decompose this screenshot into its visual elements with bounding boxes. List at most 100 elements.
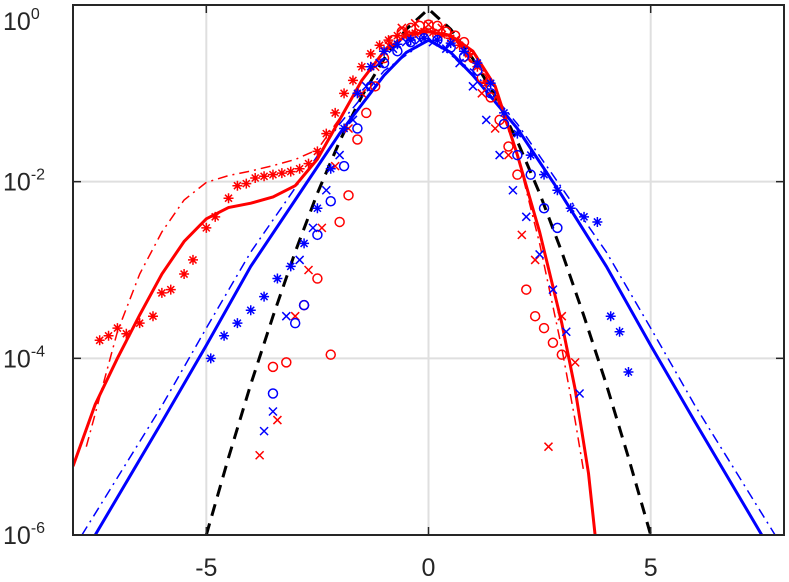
data-point-circle — [267, 361, 279, 373]
data-point-asterisk — [330, 107, 341, 118]
data-point-circle — [392, 45, 403, 57]
data-point-asterisk — [312, 146, 323, 157]
data-point-asterisk — [179, 269, 190, 280]
data-point-asterisk — [419, 33, 430, 44]
data-point-circle — [538, 322, 550, 334]
data-point-asterisk — [285, 261, 296, 272]
series-none-asterisk — [205, 33, 634, 378]
data-point-cross — [508, 185, 518, 195]
data-point-asterisk — [352, 88, 363, 99]
x-tick-label: 5 — [644, 554, 658, 582]
series-line — [204, 6, 653, 535]
data-point-asterisk — [94, 335, 105, 346]
data-point-cross — [268, 406, 278, 417]
data-point-circle — [289, 317, 301, 329]
data-point-cross — [295, 255, 305, 265]
data-point-cross — [348, 115, 358, 125]
data-point-circle — [343, 190, 354, 201]
data-point-circle — [312, 273, 323, 284]
data-point-asterisk — [463, 48, 474, 59]
data-point-asterisk — [272, 273, 283, 284]
data-point-asterisk — [339, 123, 350, 134]
data-point-circle — [547, 337, 559, 349]
data-point-circle — [485, 92, 496, 103]
data-point-asterisk — [219, 330, 230, 341]
data-point-circle — [369, 81, 381, 92]
data-point-asterisk — [356, 61, 367, 72]
data-point-cross — [397, 23, 407, 33]
data-point-cross — [361, 81, 371, 91]
data-point-asterisk — [201, 222, 212, 233]
data-point-asterisk — [147, 311, 158, 322]
y-tick-label: 10-6 — [3, 520, 45, 550]
data-point-asterisk — [232, 318, 243, 329]
data-point-asterisk — [592, 216, 603, 227]
series-none-circle — [267, 33, 563, 399]
data-point-cross — [481, 115, 491, 125]
data-point-cross — [388, 44, 398, 54]
data-point-circle — [521, 284, 532, 295]
data-point-circle — [472, 65, 483, 77]
data-point-cross — [517, 230, 527, 240]
data-point-asterisk — [565, 203, 576, 214]
data-point-asterisk — [205, 353, 216, 364]
data-point-asterisk — [499, 107, 510, 118]
y-tick-exponent: 0 — [31, 6, 40, 23]
data-point-cross — [477, 88, 487, 98]
data-point-cross — [437, 23, 447, 33]
data-point-cross — [410, 18, 420, 28]
data-point-asterisk — [325, 163, 336, 174]
data-point-asterisk — [419, 26, 430, 37]
data-point-asterisk — [134, 318, 145, 329]
data-point-cross — [495, 150, 505, 160]
data-point-cross — [543, 442, 554, 452]
data-point-asterisk — [285, 166, 296, 177]
data-point-asterisk — [321, 128, 332, 139]
data-point-cross — [557, 311, 567, 321]
data-point-circle — [418, 33, 430, 44]
data-point-asterisk — [187, 254, 198, 265]
data-point-cross — [441, 44, 451, 54]
data-point-cross — [375, 58, 385, 68]
data-point-cross — [303, 265, 314, 275]
data-point-asterisk — [436, 29, 447, 40]
data-point-asterisk — [365, 61, 376, 72]
data-point-circle — [361, 107, 372, 119]
series-none-cross — [259, 35, 585, 436]
y-tick-label: 100 — [3, 6, 40, 36]
data-point-asterisk — [232, 180, 243, 191]
data-point-circle — [529, 310, 541, 322]
y-tick-exponent: -6 — [31, 520, 45, 537]
data-point-asterisk — [259, 291, 270, 302]
data-point-asterisk — [259, 171, 270, 182]
data-point-asterisk — [427, 27, 438, 38]
data-point-cross — [401, 37, 411, 47]
data-point-cross — [259, 426, 269, 436]
data-point-cross — [415, 35, 425, 45]
data-point-asterisk — [241, 178, 252, 189]
data-point-asterisk — [379, 46, 390, 57]
data-point-cross — [423, 20, 434, 30]
data-point-asterisk — [552, 185, 563, 196]
data-point-cross — [428, 37, 438, 47]
data-point-cross — [308, 223, 318, 233]
data-point-asterisk — [512, 128, 523, 139]
data-point-asterisk — [485, 78, 496, 89]
data-point-circle — [267, 388, 279, 399]
data-point-circle — [552, 222, 563, 234]
data-point-asterisk — [623, 367, 634, 378]
data-point-asterisk — [454, 40, 465, 51]
data-point-asterisk — [103, 330, 114, 341]
data-series — [73, 6, 776, 535]
data-point-asterisk — [432, 35, 443, 46]
data-point-circle — [352, 123, 363, 134]
data-point-cross — [281, 311, 291, 321]
data-point-asterisk — [250, 173, 261, 184]
data-point-asterisk — [223, 193, 234, 204]
data-point-asterisk — [276, 168, 287, 179]
data-point-circle — [338, 160, 350, 172]
data-point-asterisk — [347, 75, 358, 86]
data-point-cross — [490, 123, 500, 134]
data-point-cross — [548, 285, 558, 295]
